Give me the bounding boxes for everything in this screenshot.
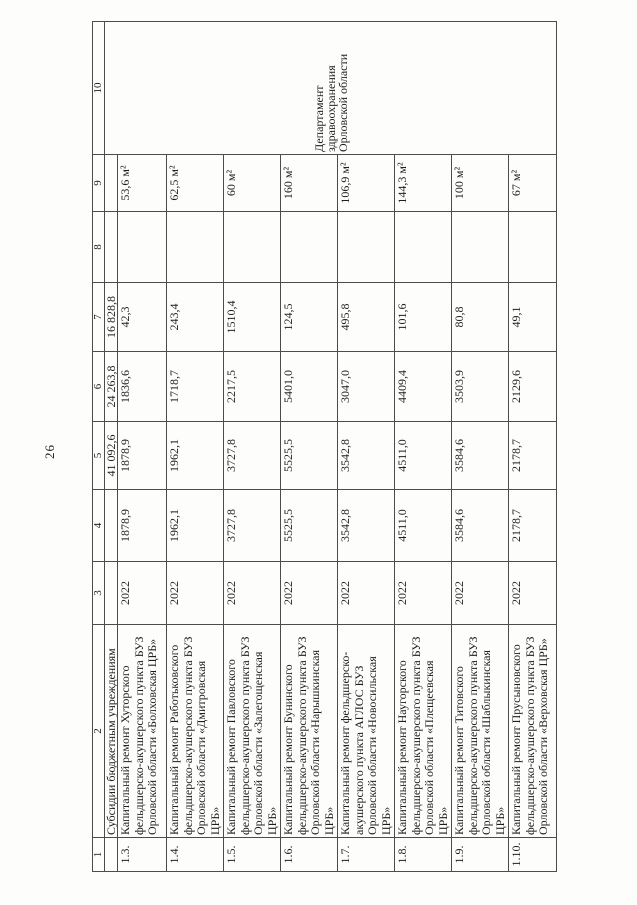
amount-cell: 49,1 bbox=[508, 282, 557, 352]
amount-cell: 1962,1 bbox=[166, 421, 224, 490]
area-cell: 160 м² bbox=[280, 154, 338, 212]
empty-cell bbox=[508, 211, 557, 283]
project-name-cell: Капитальный ремонт фельдшерско- акушерск… bbox=[337, 624, 395, 838]
empty-cell bbox=[223, 211, 281, 283]
empty-cell bbox=[280, 211, 338, 283]
area-cell: 62,5 м² bbox=[166, 154, 224, 212]
year-cell: 2022 bbox=[223, 561, 281, 625]
amount-cell: 1962,1 bbox=[166, 489, 224, 562]
col-header-3: 3 bbox=[92, 561, 105, 625]
area-cell: 106,9 м² bbox=[337, 154, 395, 212]
page-number: 26 bbox=[42, 444, 57, 459]
amount-cell: 3727,8 bbox=[223, 421, 281, 490]
amount-cell: 1878,9 bbox=[117, 421, 167, 490]
amount-cell: 1510,4 bbox=[223, 282, 281, 352]
column-number-header-row: 1 2 3 4 5 6 7 8 9 10 bbox=[92, 21, 105, 872]
row-number-cell: 1.5. bbox=[223, 837, 281, 872]
row-number-cell: 1.9. bbox=[451, 837, 509, 872]
year-cell bbox=[104, 561, 118, 625]
amount-cell: 1718,7 bbox=[166, 351, 224, 422]
amount-cell: 3542,8 bbox=[337, 421, 395, 490]
year-cell: 2022 bbox=[280, 561, 338, 625]
amount-cell: 5525,5 bbox=[280, 421, 338, 490]
area-cell: 67 м² bbox=[508, 154, 557, 212]
amount-cell: 1878,9 bbox=[117, 489, 167, 562]
amount-cell: 3503,9 bbox=[451, 351, 509, 422]
area-cell: 144,3 м² bbox=[394, 154, 452, 212]
empty-cell bbox=[166, 211, 224, 283]
amount-cell: 4511,0 bbox=[394, 489, 452, 562]
project-name-cell: Капитальный ремонт Павловского фельдшерс… bbox=[223, 624, 281, 838]
col-header-9: 9 bbox=[92, 154, 105, 212]
year-cell: 2022 bbox=[117, 561, 167, 625]
amount-cell: 41 092,6 bbox=[104, 421, 118, 490]
col-header-10: 10 bbox=[92, 21, 105, 155]
empty-cell bbox=[117, 211, 167, 283]
project-name-cell: Капитальный ремонт Хуторского фельдшерск… bbox=[117, 624, 167, 838]
amount-cell: 3584,6 bbox=[451, 489, 509, 562]
amount-cell: 2178,7 bbox=[508, 421, 557, 490]
row-number-cell: 1.4. bbox=[166, 837, 224, 872]
amount-cell: 3542,8 bbox=[337, 489, 395, 562]
row-number-cell: 1.10. bbox=[508, 837, 557, 872]
amount-cell: 101,6 bbox=[394, 282, 452, 352]
empty-cell bbox=[337, 211, 395, 283]
amount-cell: 2178,7 bbox=[508, 489, 557, 562]
col-header-8: 8 bbox=[92, 211, 105, 283]
project-name-cell: Капитальный ремонт Работьковского фельдш… bbox=[166, 624, 224, 838]
year-cell: 2022 bbox=[508, 561, 557, 625]
amount-cell: 243,4 bbox=[166, 282, 224, 352]
project-name-cell: Капитальный ремонт Титовского фельдшерск… bbox=[451, 624, 509, 838]
col-header-6: 6 bbox=[92, 351, 105, 422]
amount-cell: 42,3 bbox=[117, 282, 167, 352]
subsidy-total-row: Субсидии бюджетным учреждениям 41 092,6 … bbox=[104, 21, 557, 872]
empty-cell bbox=[394, 211, 452, 283]
col-header-7: 7 bbox=[92, 282, 105, 352]
amount-cell: 16 828,8 bbox=[104, 282, 118, 352]
amount-cell bbox=[104, 489, 118, 562]
amount-cell: 2217,5 bbox=[223, 351, 281, 422]
year-cell: 2022 bbox=[337, 561, 395, 625]
empty-cell bbox=[451, 211, 509, 283]
amount-cell: 80,8 bbox=[451, 282, 509, 352]
amount-cell: 3047,0 bbox=[337, 351, 395, 422]
project-name-cell: Капитальный ремонт Прусыновского фельдше… bbox=[508, 624, 557, 838]
amount-cell: 5401,0 bbox=[280, 351, 338, 422]
area-cell: 100 м² bbox=[451, 154, 509, 212]
col-header-1: 1 bbox=[92, 837, 105, 872]
project-name-cell: Капитальный ремонт Наугорского фельдшерс… bbox=[394, 624, 452, 838]
amount-cell: 3727,8 bbox=[223, 489, 281, 562]
amount-cell: 4511,0 bbox=[394, 421, 452, 490]
amount-cell: 5525,5 bbox=[280, 489, 338, 562]
area-cell bbox=[104, 154, 118, 212]
row-number-cell: 1.6. bbox=[280, 837, 338, 872]
area-cell: 53,6 м² bbox=[117, 154, 167, 212]
year-cell: 2022 bbox=[394, 561, 452, 625]
col-header-4: 4 bbox=[92, 489, 105, 562]
department-cell: Департамент здравоохранения Орловской об… bbox=[104, 21, 557, 155]
amount-cell: 4409,4 bbox=[394, 351, 452, 422]
area-cell: 60 м² bbox=[223, 154, 281, 212]
project-name-cell: Капитальный ремонт Бунинского фельдшерск… bbox=[280, 624, 338, 838]
subsidy-repairs-table: 1 2 3 4 5 6 7 8 9 10 Субсидии бюджетным … bbox=[92, 21, 557, 872]
subsidy-title-cell: Субсидии бюджетным учреждениям bbox=[104, 624, 118, 838]
amount-cell: 495,8 bbox=[337, 282, 395, 352]
row-number-cell: 1.3. bbox=[117, 837, 167, 872]
row-number-cell: 1.8. bbox=[394, 837, 452, 872]
amount-cell: 2129,6 bbox=[508, 351, 557, 422]
rotated-table-container: 1 2 3 4 5 6 7 8 9 10 Субсидии бюджетным … bbox=[92, 21, 557, 872]
row-number-cell bbox=[104, 837, 118, 872]
amount-cell: 1836,6 bbox=[117, 351, 167, 422]
col-header-5: 5 bbox=[92, 421, 105, 490]
col-header-2: 2 bbox=[92, 624, 105, 838]
amount-cell: 124,5 bbox=[280, 282, 338, 352]
year-cell: 2022 bbox=[451, 561, 509, 625]
year-cell: 2022 bbox=[166, 561, 224, 625]
amount-cell: 3584,6 bbox=[451, 421, 509, 490]
row-number-cell: 1.7. bbox=[337, 837, 395, 872]
empty-cell bbox=[104, 211, 118, 283]
amount-cell: 24 263,8 bbox=[104, 351, 118, 422]
